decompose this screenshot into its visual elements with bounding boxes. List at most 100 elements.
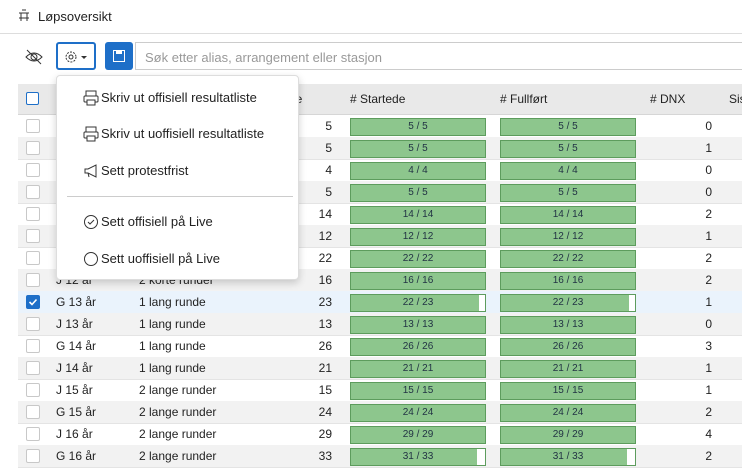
table-row: J 15 år 2 lange runder 15 15 / 15 15 / 15 1: [18, 379, 742, 402]
progress-bar: 5 / 5: [500, 118, 636, 136]
select-all-checkbox[interactable]: [26, 92, 39, 105]
progress-label: 21 / 21: [402, 363, 434, 374]
menu-item[interactable]: Sett offisiell på Live: [101, 214, 213, 229]
progress-fill: [501, 273, 635, 289]
progress-bar: 31 / 33: [500, 448, 636, 466]
count-cell: 5: [325, 141, 332, 155]
table-row: G 14 år 1 lang runde 26 26 / 26 26 / 26 3: [18, 335, 742, 358]
dnx-cell: 2: [705, 251, 712, 265]
class-cell: G 16 år: [56, 449, 97, 463]
row-checkbox[interactable]: [26, 141, 40, 155]
hide-toggle[interactable]: [25, 49, 43, 65]
progress-bar: 15 / 15: [500, 382, 636, 400]
count-cell: 22: [318, 251, 332, 265]
progress-bar: 16 / 16: [500, 272, 636, 290]
progress-label: 22 / 23: [402, 297, 434, 308]
row-checkbox[interactable]: [26, 273, 40, 287]
row-checkbox[interactable]: [26, 383, 40, 397]
dnx-cell: 1: [705, 141, 712, 155]
check-circle-icon: [84, 215, 98, 229]
course-cell: 1 lang runde: [139, 317, 206, 331]
progress-label: 5 / 5: [408, 121, 428, 132]
progress-label: 31 / 33: [402, 451, 434, 462]
row-checkbox[interactable]: [26, 251, 40, 265]
count-cell: 4: [325, 163, 332, 177]
progress-fill: [351, 119, 485, 135]
count-cell: 26: [318, 339, 332, 353]
course-cell: 2 lange runder: [139, 449, 217, 463]
row-checkbox[interactable]: [26, 185, 40, 199]
header-bar: Løpsoversikt: [0, 0, 742, 34]
table-row: J 13 år 1 lang runde 13 13 / 13 13 / 13 0: [18, 313, 742, 336]
progress-bar: 26 / 26: [500, 338, 636, 356]
progress-label: 14 / 14: [552, 209, 584, 220]
progress-fill: [351, 295, 480, 311]
progress-fill: [351, 317, 485, 333]
circle-icon: [84, 252, 98, 266]
progress-label: 15 / 15: [552, 385, 584, 396]
table-row: J 16 år 2 lange runder 29 29 / 29 29 / 29 4: [18, 423, 742, 446]
progress-fill: [351, 141, 485, 157]
table-row: G 13 år 1 lang runde 23 22 / 23 22 / 23 1: [18, 291, 742, 314]
table-row: 22 22 / 22 22 / 22 2: [18, 247, 742, 270]
row-checkbox[interactable]: [26, 295, 40, 309]
dnx-cell: 2: [705, 449, 712, 463]
row-checkbox[interactable]: [26, 317, 40, 331]
row-checkbox[interactable]: [26, 427, 40, 441]
progress-fill: [501, 295, 630, 311]
progress-label: 5 / 5: [558, 121, 578, 132]
menu-item[interactable]: Skriv ut offisiell resultatliste: [101, 90, 257, 105]
progress-label: 5 / 5: [558, 143, 578, 154]
progress-bar: 22 / 22: [350, 250, 486, 268]
count-cell: 12: [318, 229, 332, 243]
progress-label: 22 / 23: [552, 297, 584, 308]
progress-fill: [351, 361, 485, 377]
progress-bar: 31 / 33: [350, 448, 486, 466]
progress-label: 26 / 26: [402, 341, 434, 352]
column-header: # Fullført: [500, 92, 548, 106]
count-cell: 16: [318, 273, 332, 287]
menu-separator: [67, 196, 293, 197]
row-checkbox[interactable]: [26, 339, 40, 353]
menu-item[interactable]: Sett protestfrist: [101, 163, 189, 178]
count-cell: 5: [325, 185, 332, 199]
class-cell: J 16 år: [56, 427, 93, 441]
row-checkbox[interactable]: [26, 229, 40, 243]
row-checkbox[interactable]: [26, 207, 40, 221]
count-cell: 33: [318, 449, 332, 463]
count-cell: 5: [325, 119, 332, 133]
progress-fill: [501, 185, 635, 201]
count-cell: 15: [318, 383, 332, 397]
dnx-cell: 1: [705, 229, 712, 243]
progress-bar: 22 / 23: [350, 294, 486, 312]
progress-label: 22 / 22: [552, 253, 584, 264]
progress-fill: [351, 251, 485, 267]
row-checkbox[interactable]: [26, 163, 40, 177]
progress-label: 12 / 12: [402, 231, 434, 242]
progress-bar: 5 / 5: [500, 184, 636, 202]
dnx-cell: 0: [705, 185, 712, 199]
settings-button[interactable]: [56, 42, 96, 70]
progress-label: 24 / 24: [402, 407, 434, 418]
progress-fill: [501, 251, 635, 267]
row-checkbox[interactable]: [26, 119, 40, 133]
menu-item[interactable]: Skriv ut uoffisiell resultatliste: [101, 126, 265, 141]
progress-bar: 12 / 12: [350, 228, 486, 246]
progress-bar: 14 / 14: [500, 206, 636, 224]
progress-fill: [501, 207, 635, 223]
search-input[interactable]: Søk etter alias, arrangement eller stasj…: [135, 42, 742, 70]
progress-fill: [501, 229, 635, 245]
progress-label: 13 / 13: [402, 319, 434, 330]
course-cell: 2 lange runder: [139, 405, 217, 419]
progress-fill: [351, 229, 485, 245]
row-checkbox[interactable]: [26, 361, 40, 375]
count-cell: 23: [318, 295, 332, 309]
row-checkbox[interactable]: [26, 405, 40, 419]
dnx-cell: 1: [705, 361, 712, 375]
column-header: # DNX: [650, 92, 686, 106]
count-cell: 14: [318, 207, 332, 221]
save-button[interactable]: [105, 42, 133, 70]
progress-bar: 14 / 14: [350, 206, 486, 224]
menu-item[interactable]: Sett uoffisiell på Live: [101, 251, 220, 266]
row-checkbox[interactable]: [26, 449, 40, 463]
